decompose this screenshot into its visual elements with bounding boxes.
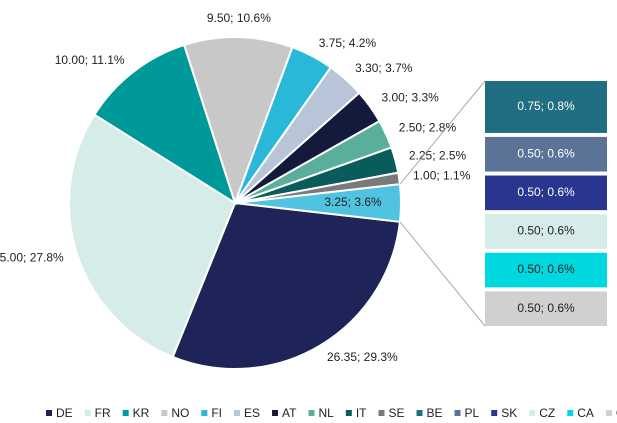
legend-label: CZ xyxy=(539,406,555,420)
data-label: 10.00; 11.1% xyxy=(55,53,125,67)
bar-segment xyxy=(485,81,607,133)
legend-label: DE xyxy=(56,406,73,420)
legend-label: FI xyxy=(211,406,222,420)
legend-marker xyxy=(416,410,423,416)
data-label: 25.00; 27.8% xyxy=(0,251,64,265)
legend-marker xyxy=(84,410,91,416)
bar-segment xyxy=(485,214,607,249)
connector xyxy=(399,221,486,327)
legend-marker xyxy=(308,410,315,416)
data-label: 2.25; 2.5% xyxy=(409,149,467,163)
data-label: 0.50; 0.6% xyxy=(517,224,575,238)
data-label: 2.50; 2.8% xyxy=(399,120,457,134)
legend-label: AT xyxy=(282,406,297,420)
legend-marker xyxy=(345,410,352,416)
data-label: 3.30; 3.7% xyxy=(355,61,413,75)
data-label: 3.00; 3.3% xyxy=(381,91,439,105)
legend-marker xyxy=(201,410,208,416)
pie-slice xyxy=(68,113,237,359)
data-label: 0.75; 0.8% xyxy=(517,99,575,113)
legend-label: SK xyxy=(501,406,517,420)
connector xyxy=(399,80,486,185)
pie-slice xyxy=(93,43,237,206)
other-slice xyxy=(234,183,403,223)
legend-marker xyxy=(46,410,52,416)
legend-label: IT xyxy=(356,406,367,420)
legend-marker xyxy=(122,410,129,416)
bar-segment xyxy=(485,252,607,288)
data-label: 26.35; 29.3% xyxy=(327,350,398,364)
data-label: 0.50; 0.6% xyxy=(517,185,575,199)
legend-label: PL xyxy=(465,406,480,420)
legend-label: NO xyxy=(171,406,189,420)
bar-segment xyxy=(485,136,607,172)
legend-label: KR xyxy=(133,406,150,420)
legend-marker xyxy=(605,410,612,416)
pie-slice xyxy=(171,201,402,370)
data-label: 3.75; 4.2% xyxy=(319,36,377,50)
legend-marker xyxy=(272,410,279,416)
data-label: 0.50; 0.6% xyxy=(517,262,575,276)
legend-marker xyxy=(529,410,536,416)
legend-marker xyxy=(491,410,498,416)
legend-marker xyxy=(161,410,168,416)
data-label: 0.50; 0.6% xyxy=(517,146,575,160)
legend-label: ES xyxy=(244,406,260,420)
bar-segment xyxy=(485,175,607,211)
bar-segment xyxy=(485,291,607,326)
legend-marker xyxy=(567,410,574,416)
legend-label: SE xyxy=(389,406,405,420)
legend-label: CA xyxy=(577,406,594,420)
legend-label: GB xyxy=(616,406,617,420)
legend-marker xyxy=(454,410,461,416)
data-label: 1.00; 1.1% xyxy=(413,169,471,183)
pie-slice xyxy=(182,36,294,207)
data-label: 3.25; 3.6% xyxy=(324,195,382,209)
data-label: 0.50; 0.6% xyxy=(517,301,575,315)
legend-marker xyxy=(234,410,241,416)
legend-marker xyxy=(378,410,385,416)
legend-label: NL xyxy=(318,406,334,420)
legend-label: FR xyxy=(95,406,111,420)
legend-label: BE xyxy=(427,406,443,420)
data-label: 9.50; 10.6% xyxy=(207,11,271,25)
